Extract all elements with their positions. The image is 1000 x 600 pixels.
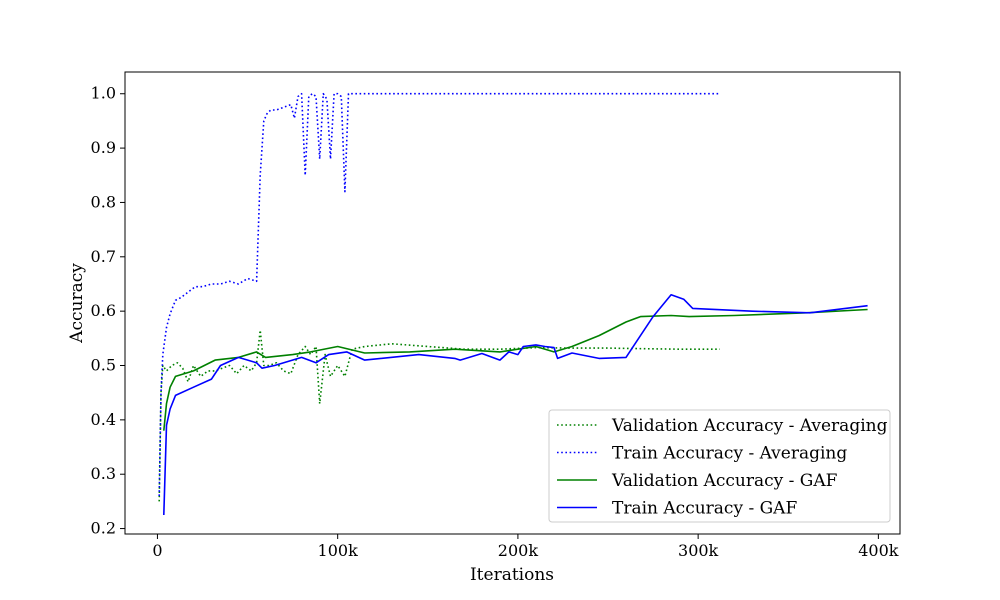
series-line-train-accuracy-averaging: [158, 92, 720, 497]
y-tick-label: 0.9: [91, 138, 116, 157]
plot-lines: [158, 92, 868, 516]
legend-label: Validation Accuracy - GAF: [611, 471, 838, 491]
x-tick-label: 200k: [498, 541, 539, 560]
legend-label: Train Accuracy - GAF: [612, 499, 797, 519]
x-tick-label: 100k: [318, 541, 359, 560]
y-tick-label: 0.4: [91, 410, 116, 429]
y-tick-label: 1.0: [91, 84, 116, 103]
legend-frame: [548, 409, 891, 523]
series-line-train-accuracy-gaf: [163, 293, 868, 516]
series-line-validation-accuracy-gaf: [163, 308, 868, 431]
x-tick-label: 0: [152, 541, 162, 560]
x-tick-label: 400k: [858, 541, 899, 560]
y-tick-label: 0.3: [91, 464, 116, 483]
x-axis: 0 100k 200k 300k 400k: [152, 534, 899, 560]
y-tick-label: 0.6: [91, 301, 116, 320]
legend: Validation Accuracy - Averaging Train Acc…: [548, 409, 891, 523]
y-tick-label: 0.8: [91, 192, 116, 211]
x-tick-label: 300k: [678, 541, 719, 560]
y-axis: 0.2 0.3 0.4 0.5 0.6 0.7 0.8 0.9 1.0: [91, 84, 125, 538]
y-tick-label: 0.7: [91, 247, 116, 266]
x-axis-title: Iterations: [470, 565, 554, 585]
legend-label: Train Accuracy - Averaging: [612, 444, 847, 464]
y-axis-title: Accuracy: [67, 263, 87, 344]
series-line-validation-accuracy-averaging: [158, 329, 720, 502]
plot-frame: [124, 71, 901, 535]
y-tick-label: 0.5: [91, 356, 116, 375]
legend-label: Validation Accuracy - Averaging: [611, 416, 888, 436]
y-tick-label: 0.2: [91, 519, 116, 538]
